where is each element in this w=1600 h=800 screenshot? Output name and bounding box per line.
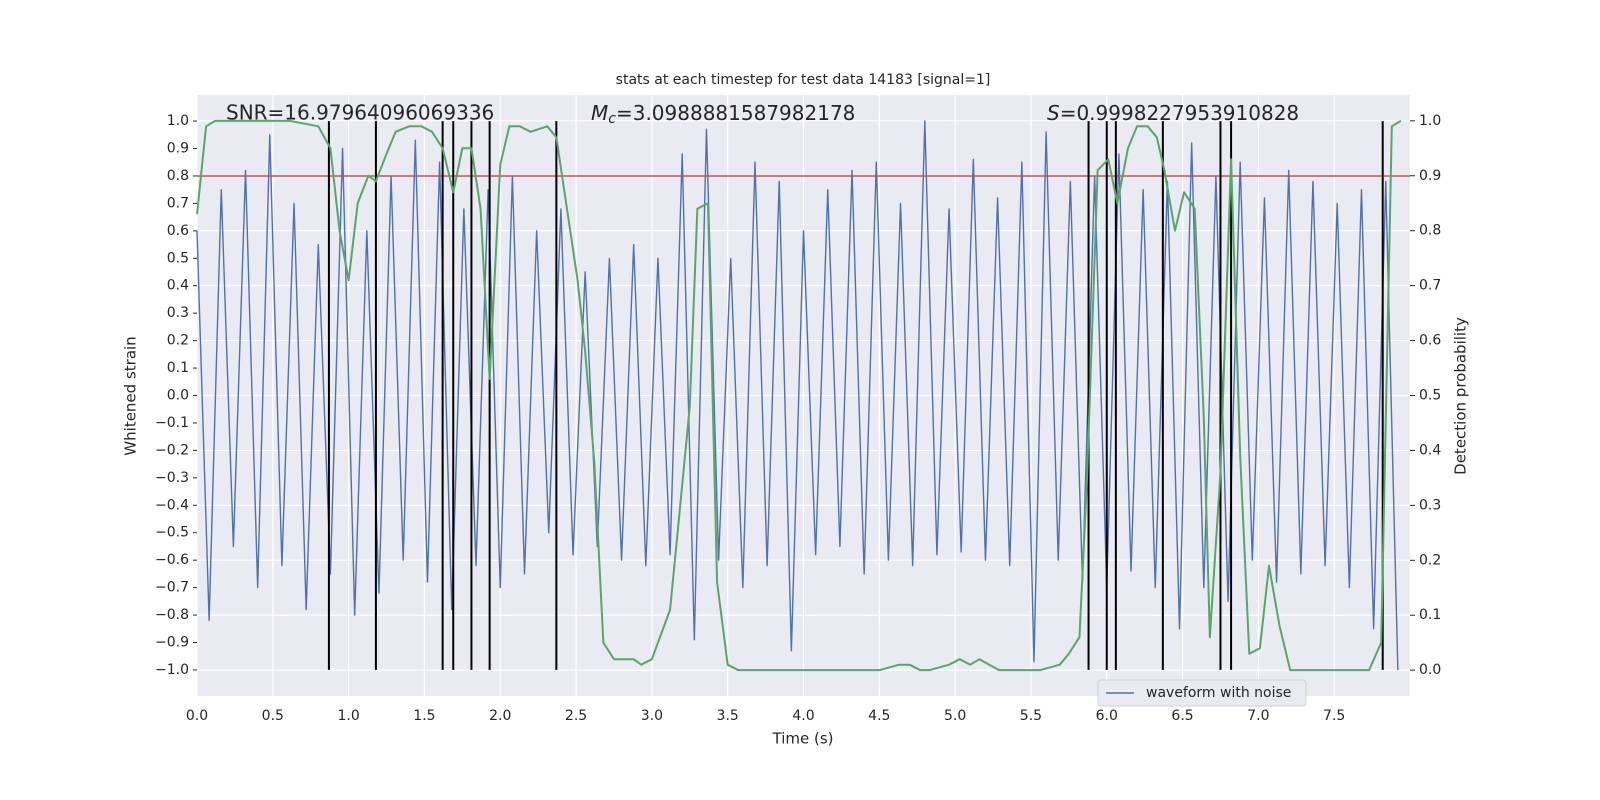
y2-tick-label: 0.1	[1419, 607, 1441, 623]
y-tick-label: −1.0	[155, 662, 189, 678]
x-axis-label: Time (s)	[772, 730, 834, 748]
x-tick-label: 6.5	[1171, 708, 1193, 724]
y2-tick-label: 0.2	[1419, 552, 1441, 568]
x-tick-label: 7.0	[1247, 708, 1269, 724]
y2-axis-label: Detection probability	[1452, 317, 1470, 475]
x-tick-label: 4.5	[868, 708, 890, 724]
annotation-symbol: M	[591, 101, 608, 125]
x-tick-label: 2.0	[489, 708, 511, 724]
y2-tick-label: 0.8	[1419, 223, 1441, 239]
y2-tick-label: 1.0	[1419, 113, 1441, 129]
x-tick-label: 3.5	[717, 708, 739, 724]
waveform-line	[196, 120, 1399, 670]
y-tick-label: 0.8	[167, 168, 189, 184]
legend-label: waveform with noise	[1146, 685, 1291, 701]
chart-title: stats at each timestep for test data 141…	[616, 72, 991, 88]
y2-tick-label: 0.0	[1419, 662, 1441, 678]
y2-tick-label: 0.6	[1419, 333, 1441, 349]
probability-line	[196, 119, 1402, 672]
annotation-value: =0.9998227953910828	[1060, 101, 1299, 125]
y2-tick-label: 0.5	[1419, 388, 1441, 404]
x-tick-label: 1.0	[337, 708, 359, 724]
y-axis-label: Whitened strain	[122, 336, 140, 455]
y-tick-label: 0.1	[167, 360, 189, 376]
y-tick-label: 0.0	[167, 388, 189, 404]
y-tick-label: −0.6	[155, 552, 189, 568]
y-tick-label: −0.8	[155, 607, 189, 623]
x-tick-label: 0.5	[262, 708, 284, 724]
y2-tick-label: 0.9	[1419, 168, 1441, 184]
y-tick-label: 0.3	[167, 305, 189, 321]
y-tick-label: 0.4	[167, 278, 189, 294]
y-tick-label: 0.7	[167, 195, 189, 211]
annotation-subscript: c	[608, 111, 616, 127]
x-tick-label: 1.5	[413, 708, 435, 724]
annotation: SNR=16.97964096069336	[226, 101, 494, 125]
x-tick-label: 7.5	[1323, 708, 1345, 724]
y2-tick-label: 0.7	[1419, 278, 1441, 294]
y-tick-label: −0.5	[155, 525, 189, 541]
x-tick-label: 0.0	[186, 708, 208, 724]
y-tick-label: 1.0	[167, 113, 189, 129]
y-tick-label: −0.2	[155, 442, 189, 458]
annotation-symbol: S	[1047, 101, 1060, 125]
y-tick-label: −0.1	[155, 415, 189, 431]
y-tick-label: 0.2	[167, 333, 189, 349]
x-tick-label: 4.0	[792, 708, 814, 724]
legend-box	[1097, 679, 1307, 707]
x-tick-label: 5.0	[944, 708, 966, 724]
y-tick-label: −0.3	[155, 470, 189, 486]
x-tick-label: 3.0	[641, 708, 663, 724]
y-tick-label: −0.4	[155, 497, 189, 513]
x-tick-label: 2.5	[565, 708, 587, 724]
annotation-value: =3.0988881587982178	[616, 101, 855, 125]
annotation: S=0.9998227953910828	[1047, 101, 1299, 125]
y2-tick-label: 0.4	[1419, 442, 1441, 458]
y-tick-label: 0.5	[167, 250, 189, 266]
x-tick-label: 5.5	[1020, 708, 1042, 724]
y2-tick-label: 0.3	[1419, 497, 1441, 513]
y-tick-label: 0.9	[167, 141, 189, 157]
y-tick-label: −0.7	[155, 580, 189, 596]
y-tick-label: −0.9	[155, 634, 189, 650]
y-tick-label: 0.6	[167, 223, 189, 239]
x-tick-label: 6.0	[1096, 708, 1118, 724]
annotation: Mc=3.0988881587982178	[591, 101, 855, 128]
